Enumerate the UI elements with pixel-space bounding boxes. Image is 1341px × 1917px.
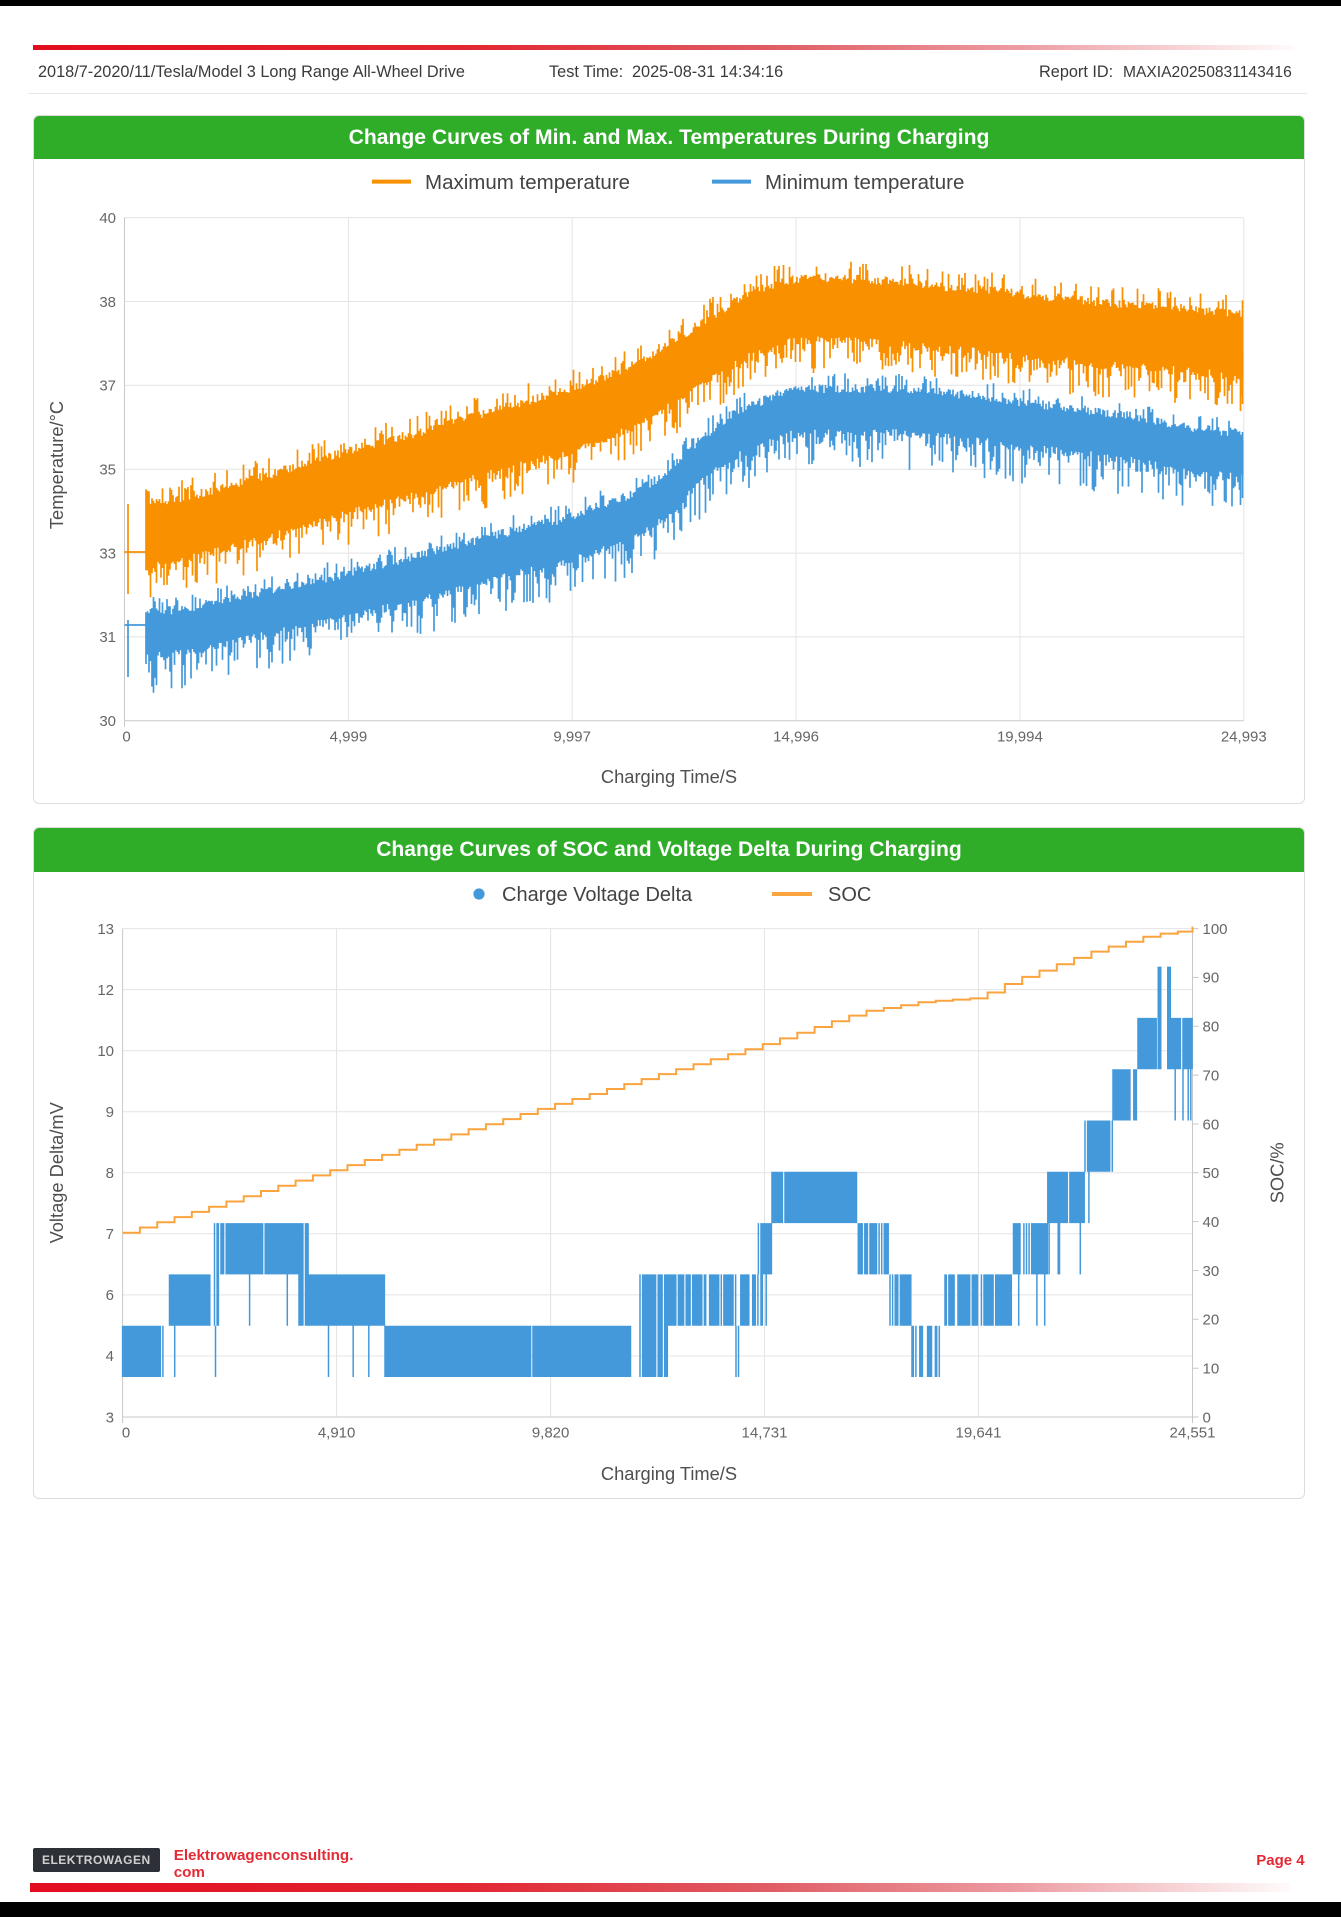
svg-text:80: 80 [1203, 1019, 1220, 1036]
svg-text:SOC: SOC [828, 884, 871, 906]
svg-text:31: 31 [99, 629, 116, 646]
svg-text:20: 20 [1203, 1312, 1220, 1329]
svg-text:Charging Time/S: Charging Time/S [601, 1463, 737, 1484]
svg-text:38: 38 [99, 294, 116, 311]
svg-text:12: 12 [97, 982, 114, 999]
svg-text:90: 90 [1203, 970, 1220, 987]
svg-text:50: 50 [1203, 1165, 1220, 1182]
svg-text:0: 0 [122, 729, 130, 746]
svg-text:0: 0 [1203, 1409, 1211, 1426]
svg-text:Charge Voltage Delta: Charge Voltage Delta [502, 884, 693, 906]
svg-text:10: 10 [97, 1043, 114, 1060]
svg-text:30: 30 [99, 713, 116, 730]
svg-text:24,993: 24,993 [1221, 729, 1267, 746]
svg-text:Maximum temperature: Maximum temperature [425, 171, 630, 194]
svg-text:Temperature/°C: Temperature/°C [46, 401, 67, 529]
svg-text:33: 33 [99, 545, 116, 562]
svg-text:8: 8 [106, 1165, 114, 1182]
svg-text:14,731: 14,731 [742, 1425, 788, 1442]
svg-text:24,551: 24,551 [1170, 1425, 1216, 1442]
svg-text:0: 0 [122, 1425, 130, 1442]
svg-text:19,994: 19,994 [997, 729, 1043, 746]
svg-text:60: 60 [1203, 1116, 1220, 1133]
svg-text:3: 3 [106, 1409, 114, 1426]
svg-text:37: 37 [99, 378, 116, 395]
svg-text:Charging Time/S: Charging Time/S [601, 766, 737, 787]
svg-text:35: 35 [99, 462, 116, 479]
svg-text:13: 13 [97, 921, 114, 938]
svg-text:19,641: 19,641 [956, 1425, 1002, 1442]
svg-text:Minimum temperature: Minimum temperature [765, 171, 964, 194]
svg-text:SOC/%: SOC/% [1267, 1142, 1288, 1203]
svg-text:70: 70 [1203, 1067, 1220, 1084]
svg-text:9: 9 [106, 1104, 114, 1121]
svg-text:9,820: 9,820 [532, 1425, 570, 1442]
svg-text:10: 10 [1203, 1361, 1220, 1378]
svg-text:100: 100 [1203, 921, 1228, 938]
svg-text:40: 40 [1203, 1214, 1220, 1231]
svg-text:4,910: 4,910 [318, 1425, 356, 1442]
svg-text:9,997: 9,997 [553, 729, 591, 746]
svg-text:30: 30 [1203, 1263, 1220, 1280]
svg-text:40: 40 [99, 210, 116, 227]
svg-text:14,996: 14,996 [773, 729, 819, 746]
svg-text:4,999: 4,999 [330, 729, 368, 746]
svg-text:4: 4 [106, 1348, 114, 1365]
svg-text:7: 7 [106, 1226, 114, 1243]
svg-text:Voltage Delta/mV: Voltage Delta/mV [46, 1101, 67, 1243]
svg-text:6: 6 [106, 1287, 114, 1304]
